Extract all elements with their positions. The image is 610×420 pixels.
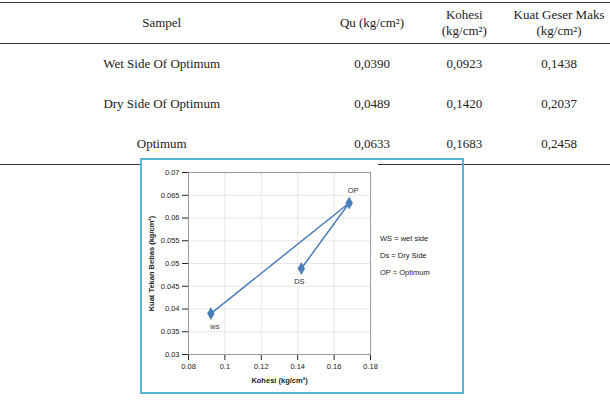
svg-text:0.04: 0.04: [165, 304, 180, 313]
html-text:0,0923: 0,0923: [446, 56, 483, 71]
html-text:Optimum: Optimum: [136, 136, 187, 151]
svg-text:0.055: 0.055: [161, 236, 180, 245]
svg-text:0.08: 0.08: [181, 362, 196, 371]
svg-text:0.12: 0.12: [254, 362, 269, 371]
html-text:0,1438: 0,1438: [541, 56, 577, 71]
svg-text:OP: OP: [348, 186, 359, 195]
svg-text:0.1: 0.1: [220, 362, 230, 371]
html-text:Sampel: Sampel: [142, 15, 182, 30]
svg-text:0.03: 0.03: [165, 350, 180, 359]
html-text:Qu (kg/cm²): Qu (kg/cm²): [339, 15, 405, 30]
svg-text:0.18: 0.18: [363, 362, 378, 371]
html-text:Ds = Dry Side: Ds = Dry Side: [380, 251, 427, 260]
svg-text:0.06: 0.06: [165, 213, 180, 222]
svg-text:ws: ws: [209, 322, 219, 331]
html-text:0,1420: 0,1420: [446, 96, 483, 111]
html-text:Wet Side Of Optimum: Wet Side Of Optimum: [103, 56, 221, 71]
svg-text:Kohesi (kg/cm²): Kohesi (kg/cm²): [251, 376, 308, 385]
html-text:OP = Optimum: OP = Optimum: [380, 268, 430, 277]
svg-text:0.035: 0.035: [161, 327, 180, 336]
html-text:0,0633: 0,0633: [354, 136, 390, 151]
svg-text:Kuat Tekan Bebas (kg/cm²): Kuat Tekan Bebas (kg/cm²): [147, 215, 156, 311]
html-text:Kohesi (kg/cm²): Kohesi (kg/cm²): [441, 7, 487, 38]
svg-text:0.16: 0.16: [327, 362, 342, 371]
svg-text:0.07: 0.07: [165, 168, 180, 177]
html-text:Kuat Geser Maks (kg/cm²): Kuat Geser Maks (kg/cm²): [513, 7, 605, 38]
html-text:0,1683: 0,1683: [446, 136, 483, 151]
svg-text:DS: DS: [294, 277, 304, 286]
html-text:0,2458: 0,2458: [541, 136, 577, 151]
svg-text:0.045: 0.045: [161, 282, 180, 291]
html-text:Dry Side Of Optimum: Dry Side Of Optimum: [103, 96, 220, 111]
svg-text:0.05: 0.05: [165, 259, 180, 268]
svg-text:0.065: 0.065: [161, 191, 180, 200]
html-text:WS = wet side: WS = wet side: [380, 234, 429, 243]
svg-text:0.14: 0.14: [290, 362, 305, 371]
html-text:0,0390: 0,0390: [354, 56, 390, 71]
html-text:0,0489: 0,0489: [354, 96, 390, 111]
html-text:0,2037: 0,2037: [541, 96, 577, 111]
